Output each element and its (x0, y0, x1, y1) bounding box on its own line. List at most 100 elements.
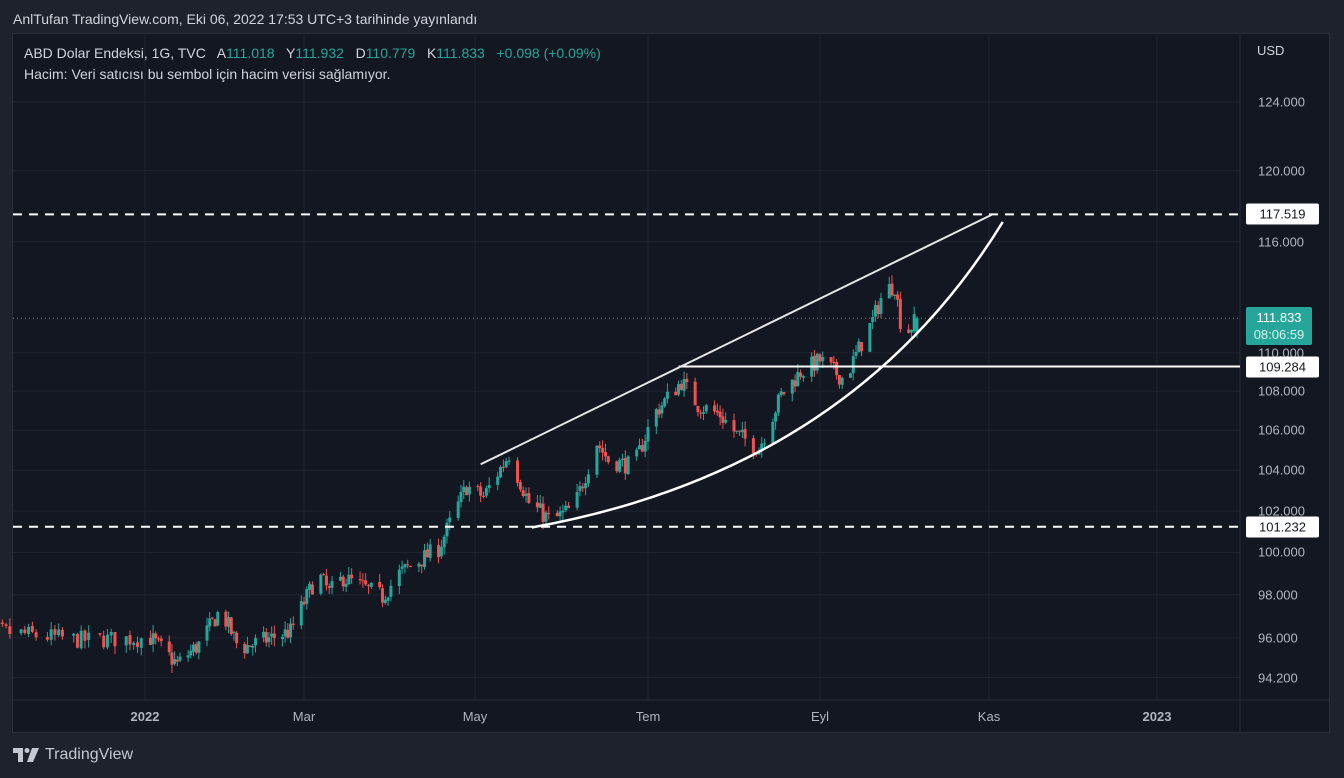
candle-down (465, 487, 469, 496)
candle-down (693, 381, 697, 406)
candle-up (109, 631, 113, 636)
candle-up (205, 625, 209, 641)
candle-down (378, 582, 382, 588)
candle-down (890, 283, 894, 296)
candle-down (606, 456, 610, 463)
candle-down (674, 391, 678, 396)
candle-down (83, 630, 87, 641)
candle-up (790, 379, 794, 394)
candle-up (848, 373, 852, 378)
low-value: 110.779 (365, 45, 416, 61)
candle-up (701, 412, 705, 414)
candle-down (286, 629, 290, 638)
open-label: A (216, 45, 227, 61)
candle-up (504, 461, 508, 468)
candle-down (479, 486, 483, 496)
candle-up (507, 460, 511, 462)
candle-up (663, 398, 667, 407)
candle-up (347, 574, 351, 585)
candle-up (197, 641, 201, 653)
candle-down (224, 611, 228, 627)
candle-up (635, 449, 639, 457)
candle-down (555, 512, 559, 517)
candle-down (148, 637, 152, 645)
currency-label[interactable]: USD (1257, 43, 1285, 58)
candle-down (615, 461, 619, 472)
candle-down (812, 355, 816, 371)
candle-up (338, 576, 342, 581)
candle-down (713, 405, 717, 412)
candle-down (799, 372, 803, 377)
candle-down (679, 383, 683, 390)
candle-down (135, 642, 139, 647)
candle-up (72, 633, 76, 636)
candle-down (482, 495, 486, 497)
price-tick-label: 94.200 (1258, 670, 1298, 686)
candle-up (487, 485, 491, 489)
candle-up (564, 505, 568, 511)
tradingview-brand[interactable]: TradingView (13, 746, 133, 764)
candle-down (738, 430, 742, 432)
candle-up (87, 632, 91, 640)
candle-up (660, 405, 664, 414)
price-tick-label: 102.000 (1258, 503, 1305, 519)
candle-up (558, 511, 562, 517)
price-tick-label: 116.000 (1258, 234, 1305, 250)
candle-up (779, 391, 783, 395)
candle-up (192, 644, 196, 652)
candle-down (476, 486, 480, 488)
candle-down (793, 380, 797, 387)
level-label-109: 109.284 (1246, 356, 1319, 378)
candle-down (45, 637, 49, 640)
candle-down (818, 354, 822, 362)
candle-up (735, 430, 739, 432)
candle-down (4, 624, 8, 626)
candle-down (437, 545, 441, 558)
candle-down (521, 490, 525, 497)
candle-down (685, 378, 689, 383)
candle-up (232, 631, 236, 634)
candle-up (428, 544, 432, 558)
candle-down (782, 391, 786, 394)
candle-up (245, 645, 249, 654)
candle-up (383, 599, 387, 603)
candle-down (98, 633, 102, 635)
candle-up (459, 491, 463, 503)
candle-down (640, 444, 644, 452)
candle-up (912, 314, 916, 331)
high-label: Y (286, 45, 296, 61)
change-value: +0.098 (+0.09%) (496, 45, 601, 61)
candle-down (835, 361, 839, 376)
candle-up (448, 517, 452, 523)
candle-up (578, 486, 582, 492)
symbol-name[interactable]: ABD Dolar Endeksi, 1G, TVC (24, 45, 206, 61)
candle-up (319, 574, 323, 594)
candle-up (682, 379, 686, 391)
candle-up (151, 633, 155, 645)
candle-down (876, 305, 880, 315)
candle-down (860, 342, 864, 352)
candle-down (235, 632, 239, 644)
candle-up (19, 629, 23, 634)
candle-down (53, 629, 57, 635)
high-value: 111.932 (295, 45, 344, 61)
candle-down (898, 298, 902, 329)
price-tick-label: 98.000 (1258, 587, 1298, 603)
candle-down (361, 580, 365, 582)
candle-up (654, 409, 658, 427)
candle-up (915, 318, 919, 334)
chart-pane[interactable] (12, 33, 1330, 733)
level-label-101: 101.232 (1246, 516, 1319, 538)
candle-up (105, 634, 109, 648)
candle-down (567, 505, 571, 509)
candle-up (423, 550, 427, 568)
candle-up (801, 375, 805, 378)
price-tick-label: 120.000 (1258, 163, 1305, 179)
candle-down (210, 617, 214, 619)
candle-up (821, 357, 825, 362)
candle-down (896, 294, 900, 300)
candle-down (527, 493, 531, 503)
candle-down (170, 652, 174, 665)
candle-up (208, 618, 212, 627)
